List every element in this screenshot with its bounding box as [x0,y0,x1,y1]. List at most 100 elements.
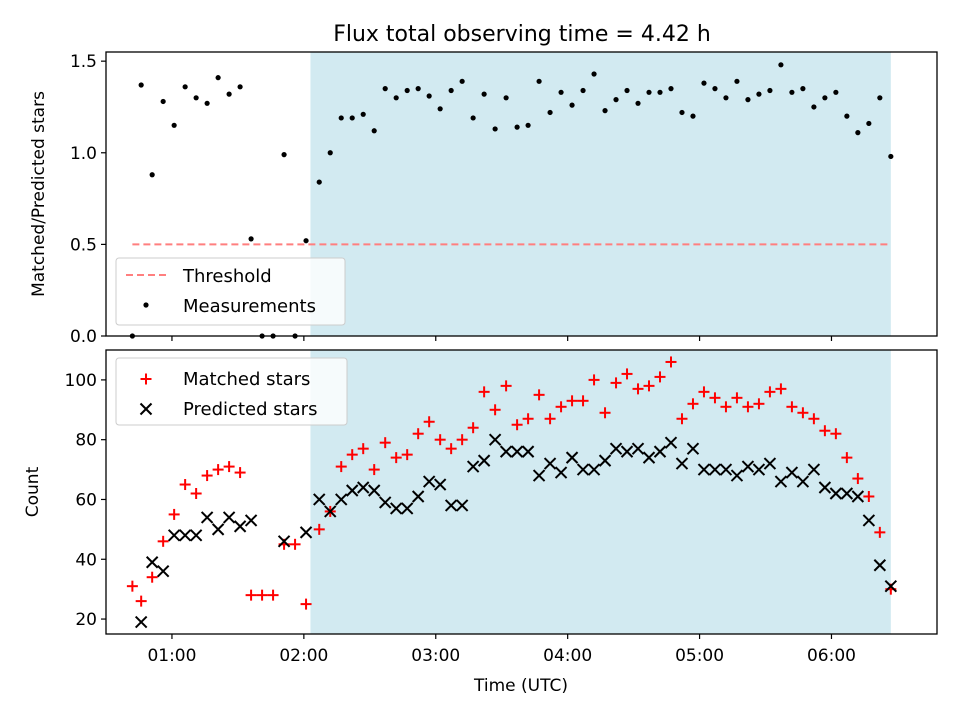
matched-star-point [489,404,501,416]
measurement-point [602,108,608,114]
cross-b [200,511,214,524]
legend-matched-label: Matched stars [183,369,310,390]
measurement-point [426,93,432,99]
predicted-star-point [565,451,579,464]
cross-b [244,514,258,527]
predicted-star-point [134,615,148,629]
cross-b [752,463,766,476]
measurement-point [204,100,210,106]
cross-b [576,463,590,476]
matched-star-point [555,401,567,413]
measurement-point [160,98,166,105]
measurement-point [668,86,674,92]
y-tick-label: 100 [65,371,97,391]
measurement-point [393,95,399,101]
predicted-star-point [642,451,656,464]
y-tick-label: 1.5 [70,52,97,72]
measurement-point [437,106,443,112]
cross-b [862,514,876,527]
measurement-point [844,113,850,119]
measurement-point [349,115,355,121]
predicted-star-point [653,445,667,458]
cross-b [774,475,788,488]
matched-star-point [390,452,402,464]
bottom-legend: Matched stars Predicted stars [115,357,348,426]
matched-star-point [786,401,798,413]
measurement-point [624,87,630,94]
cross-b [488,433,502,446]
predicted-star-point [189,529,203,542]
predicted-star-point [576,463,590,476]
legend-matched-swatch [140,373,152,385]
matched-star-point [577,395,589,407]
predicted-star-point [222,511,236,524]
predicted-star-point [200,511,214,524]
cross-b [840,487,854,500]
matched-star-point [511,419,523,431]
predicted-star-point [730,469,744,482]
cross-b [510,445,524,458]
measurement-point [756,91,762,97]
matched-star-point [245,589,257,601]
predicted-star-point [156,565,170,578]
matched-star-point [632,383,644,395]
measurement-point [591,71,597,77]
predicted-star-point [299,526,313,539]
measurement-point [514,124,520,130]
matched-star-point [522,413,534,425]
predicted-star-point [277,535,291,548]
matched-star-point [621,368,633,380]
matched-star-point [267,589,279,601]
predicted-star-point [145,556,159,569]
measurement-point [525,122,531,128]
cross-b [675,457,689,470]
predicted-star-point [664,436,678,449]
predicted-star-point [818,481,832,494]
top-y-ticks: 0.0 0.5 1.0 1.5 [70,52,106,347]
cross-b [763,457,777,470]
cross-b [134,615,148,629]
measurement-point [789,89,795,95]
predicted-star-point [455,499,469,512]
measurement-point [877,95,883,101]
predicted-star-point [719,463,733,476]
matched-star-point [665,356,677,368]
predicted-star-point [598,454,612,467]
measurement-point [481,91,487,97]
measurement-point [360,111,366,117]
top-legend-box [115,257,346,326]
bottom-y-ticks: 20 40 60 80 100 [65,371,106,630]
cross-b [785,466,799,479]
matched-star-point [146,571,158,583]
matched-star-point [445,443,457,455]
predicted-star-point [499,445,513,458]
cross-b [851,490,865,503]
bottom-x-ticks: 01:00 02:00 03:00 04:00 05:00 06:00 [147,634,856,666]
legend-predicted-label: Predicted stars [183,399,317,420]
x-tick-label: 02:00 [279,646,328,666]
cross-b [422,475,436,488]
cross-b [565,451,579,464]
cross-b [829,487,843,500]
matched-star-point [289,538,301,550]
x-tick-label: 06:00 [807,646,856,666]
predicted-star-point [313,493,326,506]
matched-star-point [168,508,180,520]
measurement-point [800,86,806,92]
measurement-point [580,87,586,94]
cross-b [708,463,722,476]
measurement-point [237,84,243,90]
predicted-star-point [346,484,359,497]
cross-b [156,565,170,578]
matched-star-point [566,395,578,407]
cross-b [642,451,656,464]
measurement-point [281,152,287,158]
measurement-point [371,128,377,134]
measurement-point [171,122,177,128]
measurement-point [316,179,322,185]
x-tick-label: 01:00 [147,646,196,666]
predicted-star-point [466,460,480,473]
matched-star-point [753,398,765,410]
cross-b [145,556,159,569]
